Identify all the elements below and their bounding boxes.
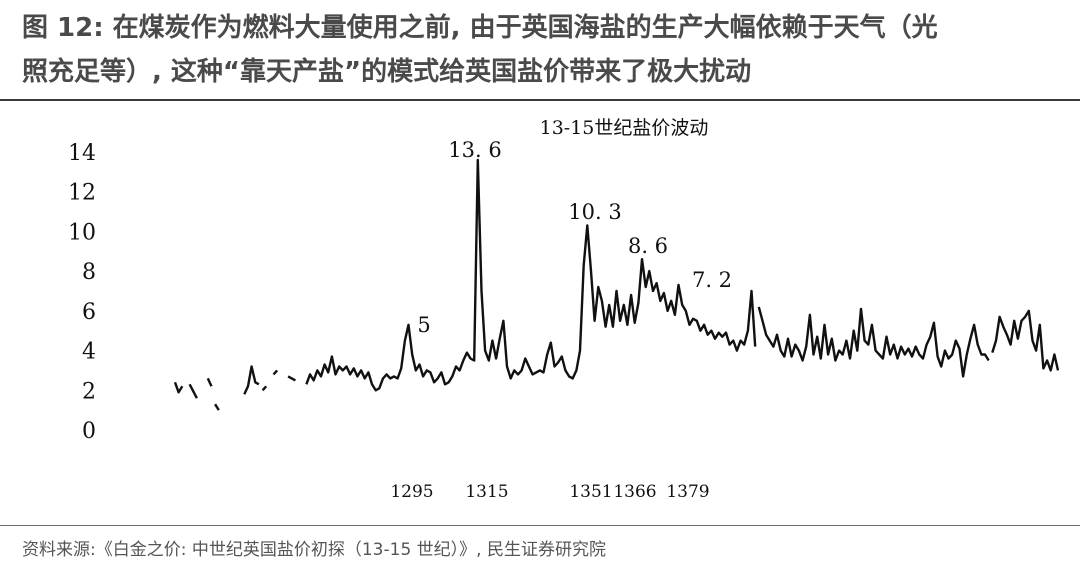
- y-tick-label: 0: [82, 419, 96, 444]
- peak-annotations: 5 13. 6 10. 3 8. 6 7. 2: [417, 138, 732, 337]
- price-series: [173, 158, 1060, 411]
- price-series-segment: [287, 375, 296, 382]
- price-series-segment: [272, 369, 279, 376]
- x-tick-label: 1295: [390, 482, 433, 502]
- salt-price-chart: 13-15世纪盐价波动 0 2 4 6 8 10 12 14 1295 1315 1351 1366…: [68, 117, 1060, 502]
- price-series-segment: [991, 309, 1060, 372]
- price-series-segment: [173, 381, 184, 394]
- title-divider: [0, 99, 1080, 101]
- figure-title-line-1: 图 12: 在煤炭作为燃料大量使用之前, 由于英国海盐的生产大幅依赖于天气（光: [22, 13, 938, 43]
- peak-label: 5: [417, 313, 430, 337]
- price-series-segment: [188, 383, 198, 399]
- peak-label: 10. 3: [568, 200, 621, 224]
- price-series-segment: [206, 377, 213, 387]
- x-tick-label: 1379: [666, 482, 709, 502]
- price-series-segment: [243, 365, 260, 395]
- y-tick-label: 8: [82, 260, 96, 285]
- y-tick-label: 10: [68, 220, 96, 245]
- peak-label: 7. 2: [692, 268, 732, 292]
- peak-label: 8. 6: [628, 234, 668, 258]
- x-axis-tick-labels: 1295 1315 1351 1366 1379: [390, 482, 709, 502]
- x-tick-label: 1351: [569, 482, 612, 502]
- figure-title-line-2: 照充足等）, 这种“靠天产盐”的模式给英国盐价带来了极大扰动: [22, 57, 752, 87]
- price-series-segment: [261, 385, 268, 392]
- price-series-segment: [305, 158, 757, 392]
- y-tick-label: 4: [82, 340, 96, 365]
- y-tick-label: 6: [82, 300, 96, 325]
- price-series-segment: [214, 403, 220, 411]
- x-tick-label: 1366: [613, 482, 656, 502]
- y-tick-label: 2: [82, 379, 96, 404]
- figure-title: 图 12: 在煤炭作为燃料大量使用之前, 由于英国海盐的生产大幅依赖于天气（光 …: [22, 6, 1067, 94]
- y-tick-label: 12: [68, 181, 96, 206]
- source-note: 资料来源:《白金之价: 中世纪英国盐价初探（13-15 世纪）》, 民生证券研究…: [22, 540, 606, 560]
- y-axis-tick-labels: 0 2 4 6 8 10 12 14: [68, 141, 96, 444]
- chart-title: 13-15世纪盐价波动: [540, 117, 709, 139]
- source-divider: [0, 525, 1080, 526]
- price-series-segment: [757, 306, 990, 378]
- peak-label: 13. 6: [448, 138, 501, 162]
- x-tick-label: 1315: [465, 482, 508, 502]
- y-tick-label: 14: [68, 141, 96, 166]
